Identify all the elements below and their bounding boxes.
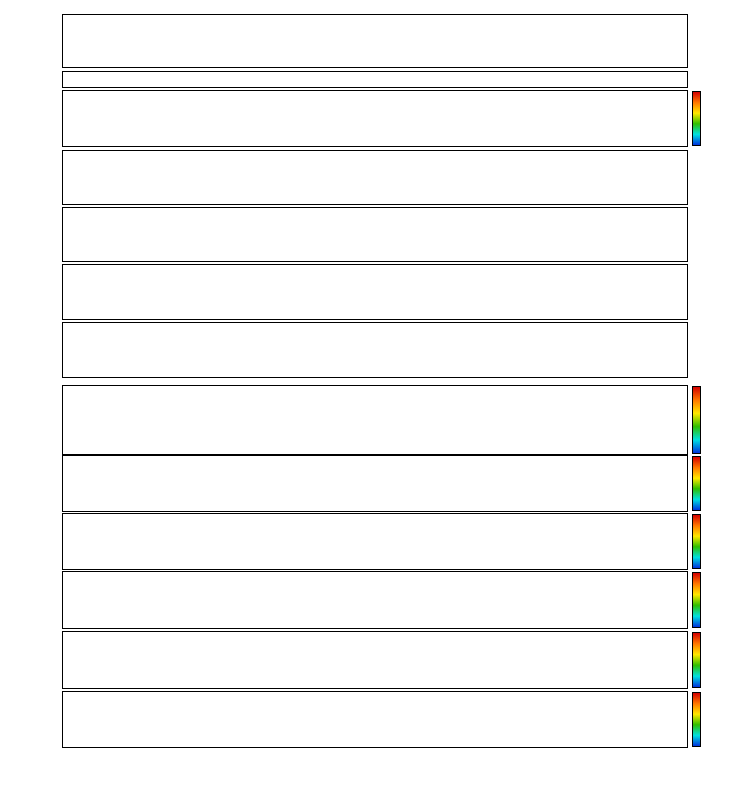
colorbar-gradient	[692, 386, 701, 454]
panel-ae	[0, 14, 750, 68]
panel-ae-legend	[691, 14, 749, 68]
panel-fbk-magnetic-yticks	[16, 691, 60, 748]
colorbar-gradient	[692, 91, 701, 146]
colorbar-ticks	[704, 456, 732, 511]
panel-esa-ions-ylabel	[0, 571, 16, 629]
panel-esa-electrons-yticks	[16, 455, 60, 512]
panel-bfit-yticks	[16, 150, 60, 205]
panel-ae-plot	[62, 14, 688, 68]
panel-bfit	[0, 150, 750, 205]
sst-electrons-colorbar	[692, 386, 749, 454]
panel-esa-electrons	[0, 455, 750, 512]
panel-sst-ions-plot	[62, 513, 688, 570]
panel-temperature-ylabel	[0, 322, 16, 378]
colorbar-ticks	[704, 91, 732, 146]
colorbar-ticks	[704, 386, 732, 454]
panel-density-plot	[62, 207, 688, 262]
panel-keogram-ylabel	[0, 90, 16, 147]
panel-sst-electrons-yticks	[16, 385, 60, 455]
panel-fbk-electric-plot	[62, 631, 688, 689]
colorbar-ticks	[704, 632, 732, 688]
panel-roi-plot	[62, 71, 688, 88]
panel-sst-electrons-plot	[62, 385, 688, 455]
panel-esa-ions	[0, 571, 750, 629]
panel-fbk-magnetic	[0, 691, 750, 748]
panel-fbk-electric-yticks	[16, 631, 60, 689]
panel-temperature-plot	[62, 322, 688, 378]
panel-esa-electrons-plot	[62, 455, 688, 512]
panel-fbk-magnetic-plot	[62, 691, 688, 748]
panel-esa-electrons-ylabel	[0, 455, 16, 512]
panel-roi-legend	[691, 71, 749, 88]
fbk-electric-colorbar	[692, 632, 749, 688]
panel-velocity-legend	[691, 264, 749, 320]
esa-ions-colorbar	[692, 572, 749, 628]
time-tick-row	[0, 775, 750, 786]
time-axis	[0, 749, 750, 800]
colorbar-ticks	[704, 692, 732, 747]
panel-bfit-plot	[62, 150, 688, 205]
panel-velocity-yticks	[16, 264, 60, 320]
colorbar-gradient	[692, 572, 701, 628]
panel-velocity-plot	[62, 264, 688, 320]
colorbar-gradient	[692, 632, 701, 688]
panel-ae-yticks	[16, 14, 60, 68]
panel-sst-electrons	[0, 385, 750, 455]
panel-fbk-magnetic-ylabel	[0, 691, 16, 748]
colorbar-gradient	[692, 456, 701, 511]
panel-keogram	[0, 90, 750, 147]
panel-fbk-electric-ylabel	[0, 631, 16, 689]
panel-roi-yticks	[16, 71, 60, 88]
panel-sst-ions-yticks	[16, 513, 60, 570]
burst-mode-bar	[62, 381, 688, 384]
panel-esa-ions-plot	[62, 571, 688, 629]
panel-fbk-electric	[0, 631, 750, 689]
panel-keogram-plot	[62, 90, 688, 147]
colorbar-gradient	[692, 692, 701, 747]
panel-temperature	[0, 322, 750, 378]
panel-sst-ions	[0, 513, 750, 570]
colorbar-ticks	[704, 572, 732, 628]
panel-keogram-yticks	[16, 90, 60, 147]
panel-velocity-ylabel	[0, 264, 16, 320]
keogram-colorbar	[692, 91, 749, 146]
panel-density-yticks	[16, 207, 60, 262]
esa-electrons-colorbar	[692, 456, 749, 511]
panel-sst-electrons-ylabel	[0, 385, 16, 455]
sst-ions-colorbar	[692, 514, 749, 569]
panel-sst-ions-ylabel	[0, 513, 16, 570]
panel-velocity	[0, 264, 750, 320]
panel-ae-ylabel	[0, 14, 16, 68]
panel-roi	[0, 71, 750, 88]
colorbar-ticks	[704, 514, 732, 569]
panel-density-ylabel	[0, 207, 16, 262]
panel-density	[0, 207, 750, 262]
fbk-magnetic-colorbar	[692, 692, 749, 747]
panel-bfit-legend	[691, 150, 749, 205]
panel-temperature-legend	[691, 322, 749, 378]
panel-bfit-ylabel	[0, 150, 16, 205]
panel-density-legend	[691, 207, 749, 262]
colorbar-gradient	[692, 514, 701, 569]
panel-esa-ions-yticks	[16, 571, 60, 629]
panel-temperature-yticks	[16, 322, 60, 378]
